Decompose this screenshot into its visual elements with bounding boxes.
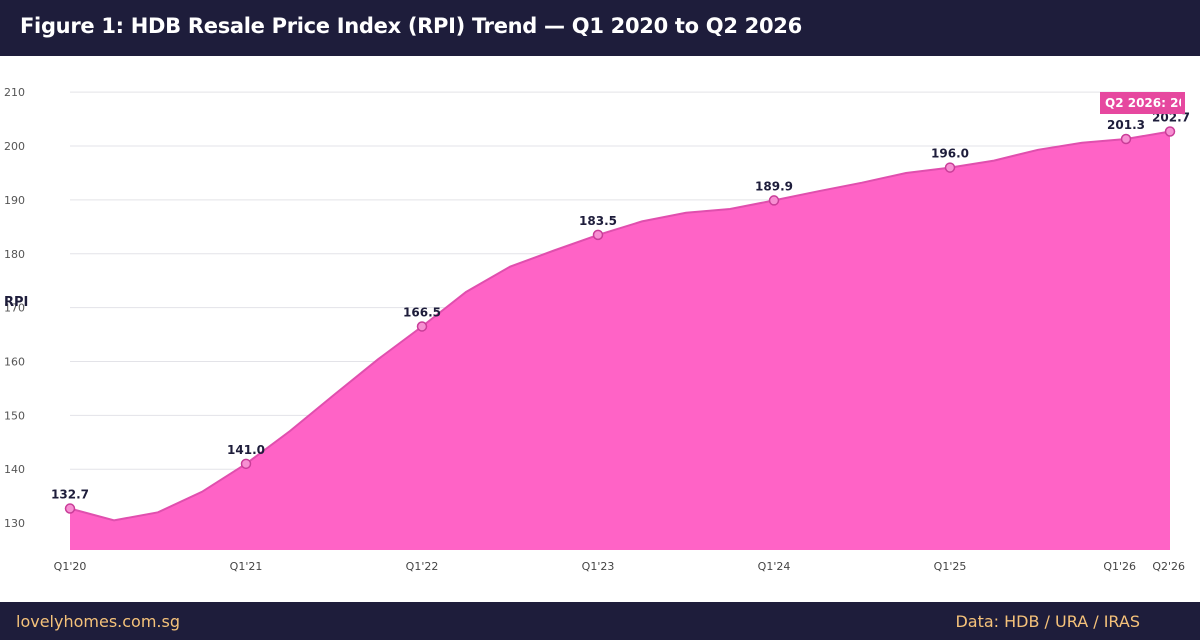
y-tick-label: 180 <box>4 248 25 261</box>
annotation-badge <box>1100 92 1185 114</box>
data-point-marker <box>768 195 780 206</box>
rpi-area-chart: 130 140 150 160 170 180 190 200 210 RPI 132.7 141… <box>4 86 1190 573</box>
rpi-area <box>70 131 1170 550</box>
title-bar: Figure 1: HDB Resale Price Index (RPI) T… <box>0 0 1200 56</box>
y-tick-label: 140 <box>4 463 25 476</box>
x-tick-label: Q1'20 <box>54 560 87 573</box>
highlight-annotation: Q2 2026: 20 <box>1100 92 1187 114</box>
x-tick-label: Q1'24 <box>758 560 791 573</box>
data-point-markers <box>64 126 1176 514</box>
x-axis-ticks: Q1'20 Q1'21 Q1'22 Q1'23 Q1'24 Q1'25 Q1'26 Q2'26 <box>54 560 1185 573</box>
x-tick-label: Q1'25 <box>934 560 967 573</box>
x-tick-label: Q1'21 <box>230 560 263 573</box>
data-point-marker <box>416 321 428 332</box>
x-tick-label: Q1'26 <box>1103 560 1136 573</box>
data-point-marker <box>64 503 76 514</box>
data-point-marker <box>1164 126 1176 137</box>
data-label: 189.9 <box>755 179 793 193</box>
annotation-text: Q2 2026: 20 <box>1105 96 1187 110</box>
data-label: 183.5 <box>579 214 617 228</box>
y-tick-label: 170 <box>4 302 25 315</box>
data-point-marker <box>240 458 252 470</box>
y-axis-label: RPI <box>4 295 28 310</box>
data-point-marker <box>1120 133 1132 145</box>
site-name: lovelyhomes.com.sg <box>16 612 180 631</box>
rpi-line <box>69 130 1171 522</box>
y-tick-label: 160 <box>4 355 25 368</box>
data-label: 166.5 <box>403 305 441 319</box>
data-point-marker <box>592 229 604 241</box>
data-source: Data: HDB / URA / IRAS <box>955 612 1140 631</box>
y-tick-label: 130 <box>4 517 25 530</box>
data-point-marker <box>944 162 956 173</box>
y-axis-ticks: 130 140 150 160 170 180 190 200 210 <box>4 86 25 530</box>
data-label: 141.0 <box>227 443 265 457</box>
data-label: 201.3 <box>1107 118 1145 132</box>
data-label: 132.7 <box>51 488 89 502</box>
footer-bar: lovelyhomes.com.sg Data: HDB / URA / IRA… <box>0 602 1200 640</box>
x-tick-label: Q1'22 <box>406 560 439 573</box>
x-tick-label: Q2'26 <box>1152 560 1185 573</box>
y-tick-label: 190 <box>4 194 25 207</box>
chart-title: Figure 1: HDB Resale Price Index (RPI) T… <box>20 14 802 38</box>
y-tick-label: 200 <box>4 140 25 153</box>
y-tick-label: 210 <box>4 86 25 99</box>
data-label: 196.0 <box>931 147 969 161</box>
x-tick-label: Q1'23 <box>582 560 615 573</box>
chart-area: 130 140 150 160 170 180 190 200 210 RPI 132.7 141… <box>0 56 1200 602</box>
y-tick-label: 150 <box>4 409 25 422</box>
